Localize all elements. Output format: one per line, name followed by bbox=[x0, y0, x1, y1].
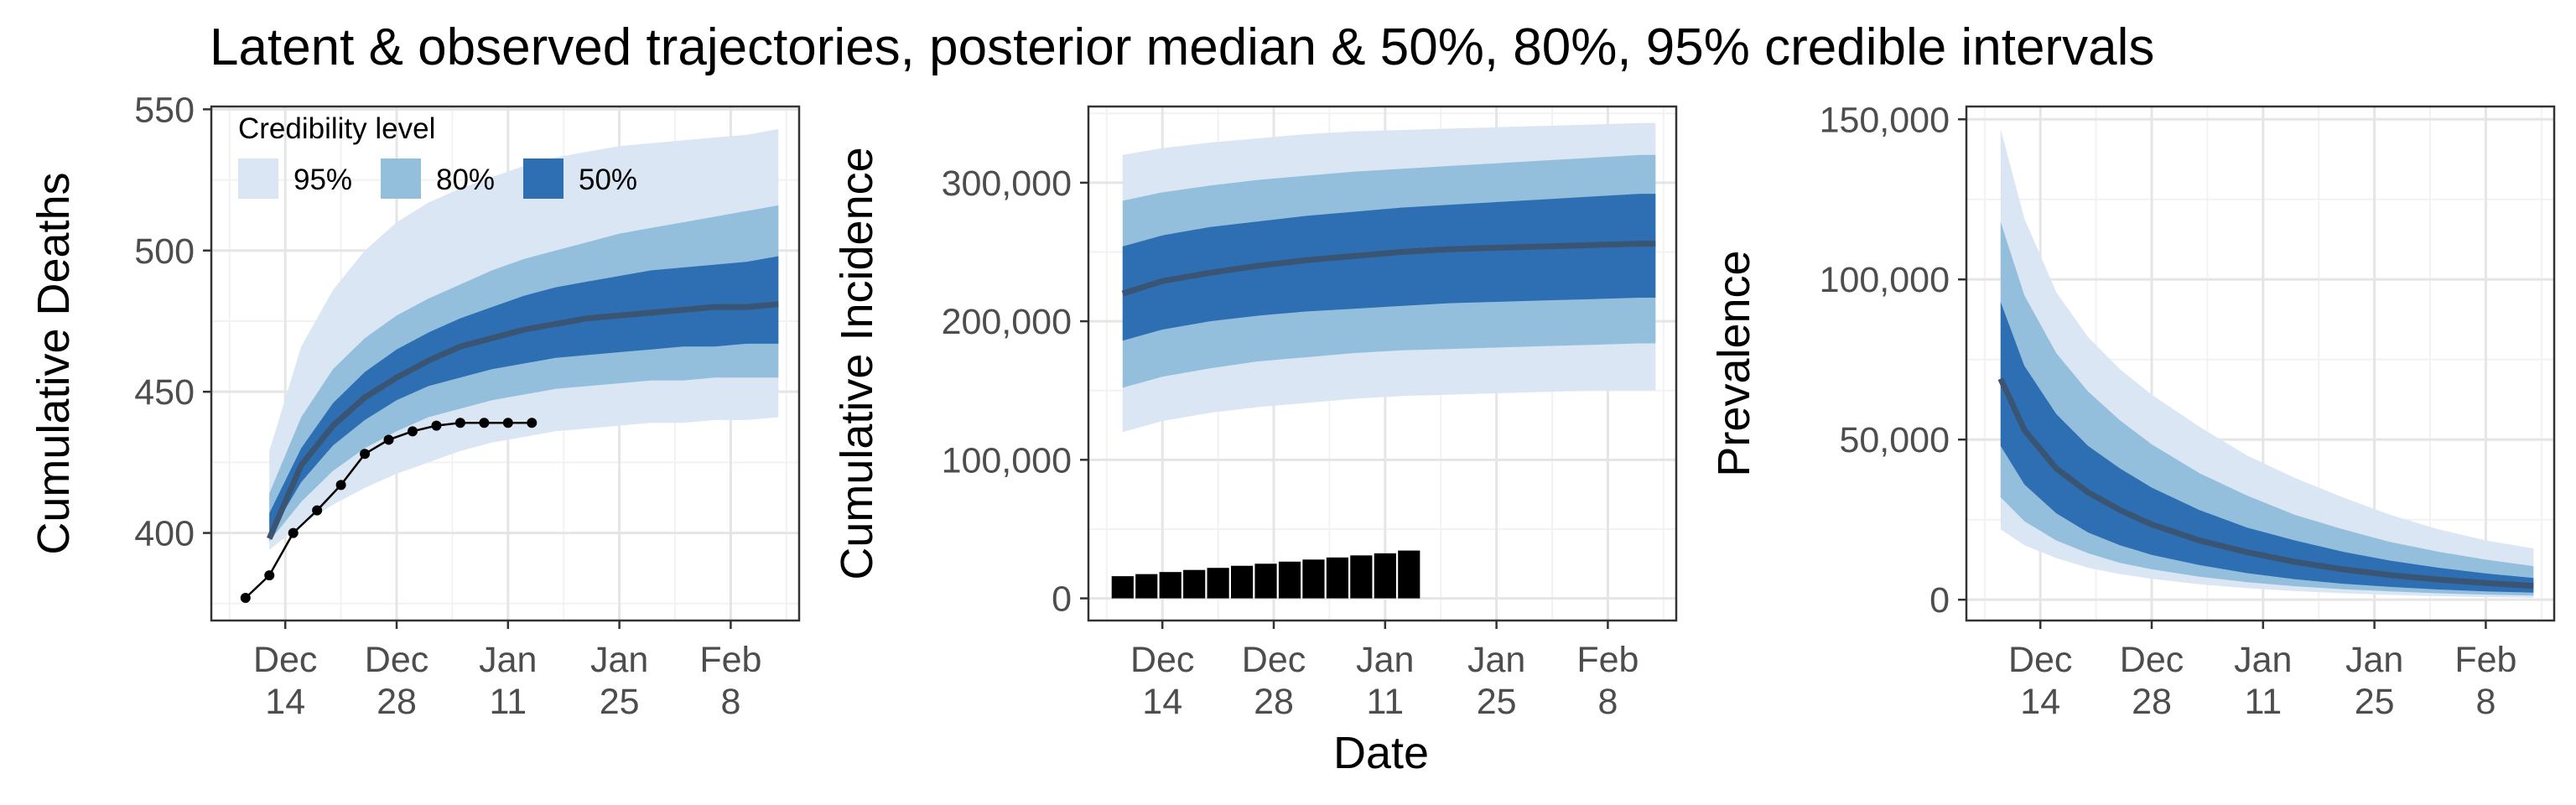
observed-point bbox=[240, 593, 251, 604]
plot-area-prevalence bbox=[1997, 128, 2534, 598]
y-tick-label: 100,000 bbox=[1820, 260, 1950, 300]
y-tick-label: 500 bbox=[134, 231, 195, 272]
x-tick-label-month: Dec bbox=[253, 640, 317, 680]
observed-point bbox=[431, 420, 442, 431]
x-tick-label-day: 8 bbox=[2475, 682, 2496, 722]
x-tick-label-day: 28 bbox=[1254, 682, 1294, 722]
panel-border bbox=[210, 105, 801, 622]
y-tick-label: 0 bbox=[1052, 579, 1072, 620]
x-tick-label-day: 28 bbox=[377, 682, 417, 722]
observed-point bbox=[479, 418, 490, 428]
chart-title: Latent & observed trajectories, posterio… bbox=[210, 18, 2154, 76]
legend-label-50: 50% bbox=[579, 164, 637, 196]
band-50-incidence bbox=[1122, 194, 1656, 341]
observed-bar bbox=[1374, 553, 1396, 599]
panel-border bbox=[1087, 105, 1678, 622]
observed-point bbox=[454, 418, 465, 428]
observed-bar bbox=[1278, 561, 1301, 599]
x-tick-label-day: 8 bbox=[1597, 682, 1618, 722]
plot-area-incidence bbox=[1111, 122, 1656, 599]
observed-bar bbox=[1254, 564, 1277, 599]
legend-label-95: 95% bbox=[293, 164, 352, 196]
x-tick-label-day: 14 bbox=[2020, 682, 2060, 722]
y-axis-title-deaths: Cumulative Deaths bbox=[29, 172, 79, 554]
x-tick-label-month: Jan bbox=[2345, 640, 2403, 680]
x-tick-label-day: 14 bbox=[1142, 682, 1182, 722]
x-tick-label-month: Feb bbox=[1576, 640, 1639, 680]
x-tick-label-month: Jan bbox=[2234, 640, 2292, 680]
observed-bar bbox=[1207, 568, 1229, 599]
observed-bar bbox=[1350, 555, 1373, 599]
median-line-incidence bbox=[1121, 241, 1656, 297]
x-tick-label-day: 28 bbox=[2132, 682, 2172, 722]
x-tick-label-month: Feb bbox=[2454, 640, 2516, 680]
legend-label-80: 80% bbox=[436, 164, 495, 196]
y-tick-label: 0 bbox=[1929, 580, 1950, 621]
x-tick-label-month: Jan bbox=[590, 640, 648, 680]
y-axis-title-incidence: Cumulative Incidence bbox=[832, 147, 882, 579]
x-tick-label-month: Dec bbox=[365, 640, 428, 680]
plot-area-deaths bbox=[240, 128, 779, 604]
observed-point bbox=[360, 449, 371, 460]
x-tick-label-month: Dec bbox=[1242, 640, 1306, 680]
observed-point bbox=[407, 426, 418, 437]
x-tick-label-month: Feb bbox=[699, 640, 761, 680]
observed-point bbox=[383, 434, 394, 445]
x-tick-label-day: 8 bbox=[720, 682, 740, 722]
x-tick-label-month: Jan bbox=[1467, 640, 1525, 680]
observed-bar bbox=[1398, 550, 1420, 599]
y-tick-label: 100,000 bbox=[942, 440, 1072, 480]
observed-bar bbox=[1326, 557, 1348, 599]
x-tick-label-day: 25 bbox=[2355, 682, 2395, 722]
x-tick-label-day: 11 bbox=[489, 682, 527, 722]
y-tick-label: 300,000 bbox=[942, 164, 1072, 204]
panel-prevalence: 050,000100,000150,000Dec14Dec28Jan11Jan2… bbox=[1709, 100, 2556, 722]
x-tick-label-month: Dec bbox=[2008, 640, 2072, 680]
observed-point bbox=[527, 418, 538, 428]
observed-point bbox=[335, 480, 346, 491]
observed-bar bbox=[1111, 576, 1134, 599]
x-tick-label-day: 25 bbox=[1477, 682, 1517, 722]
x-tick-label-day: 25 bbox=[600, 682, 640, 722]
x-tick-label-day: 11 bbox=[2244, 682, 2282, 722]
observed-bar bbox=[1302, 559, 1325, 599]
legend-key-95 bbox=[238, 158, 278, 199]
band-50-prevalence bbox=[2000, 302, 2534, 593]
x-tick-label-month: Dec bbox=[2120, 640, 2184, 680]
legend-key-80 bbox=[381, 158, 421, 199]
y-tick-label: 50,000 bbox=[1839, 420, 1950, 460]
band-50-deaths bbox=[269, 256, 779, 536]
observed-point bbox=[288, 527, 299, 538]
x-tick-label-month: Jan bbox=[1356, 640, 1414, 680]
y-tick-label: 450 bbox=[134, 372, 195, 413]
legend-key-50 bbox=[523, 158, 564, 199]
observed-bar bbox=[1230, 565, 1254, 599]
y-tick-label: 400 bbox=[134, 514, 195, 554]
x-tick-label-month: Dec bbox=[1130, 640, 1194, 680]
observed-bar bbox=[1159, 572, 1182, 599]
observed-point bbox=[312, 505, 323, 516]
y-tick-label: 150,000 bbox=[1820, 100, 1950, 140]
panel-border bbox=[1965, 105, 2556, 622]
legend: Credibility level 95% 80% 50% bbox=[238, 112, 637, 199]
y-tick-label: 200,000 bbox=[942, 302, 1072, 342]
panel-cumulative-incidence: 0100,000200,000300,000Dec14Dec28Jan11Jan… bbox=[832, 105, 1678, 722]
y-axis-title-prevalence: Prevalence bbox=[1709, 250, 1759, 476]
observed-bar bbox=[1135, 574, 1158, 599]
observed-point bbox=[264, 570, 275, 581]
median-line-prevalence bbox=[1997, 377, 2534, 589]
y-tick-label: 550 bbox=[134, 90, 195, 130]
observed-point bbox=[502, 418, 513, 428]
x-tick-label-day: 11 bbox=[1366, 682, 1404, 722]
x-axis-title: Date bbox=[1333, 728, 1429, 778]
median-line-deaths bbox=[266, 301, 779, 540]
x-tick-label-day: 14 bbox=[265, 682, 305, 722]
legend-title: Credibility level bbox=[238, 112, 435, 145]
observed-bar bbox=[1183, 569, 1206, 599]
x-tick-label-month: Jan bbox=[479, 640, 537, 680]
